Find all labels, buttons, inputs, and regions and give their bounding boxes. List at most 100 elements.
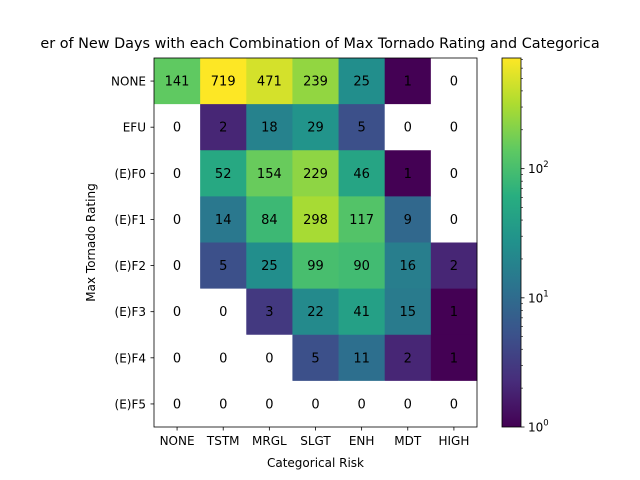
x-tick-label: MDT xyxy=(394,434,422,448)
x-tick-label: MRGL xyxy=(252,434,287,448)
heatmap-cell xyxy=(154,288,201,336)
heatmap-cell xyxy=(200,58,247,105)
cell-value-label: 14 xyxy=(215,213,232,228)
cell-value-label: 84 xyxy=(261,213,278,228)
cell-value-label: 22 xyxy=(307,305,324,320)
cell-value-label: 117 xyxy=(349,213,374,228)
heatmap-cell xyxy=(292,288,339,336)
heatmap-cell xyxy=(338,334,386,382)
cell-value-label: 0 xyxy=(173,397,181,412)
heatmap-cell xyxy=(154,58,201,105)
y-tick-label: (E)F1 xyxy=(115,213,146,227)
cell-value-label: 0 xyxy=(357,397,365,412)
x-tick-label: ENH xyxy=(349,434,375,448)
heatmap-cell xyxy=(338,58,386,105)
cell-value-label: 719 xyxy=(211,75,236,90)
y-tick-label: (E)F0 xyxy=(115,167,146,181)
heatmap-cell xyxy=(292,196,339,243)
heatmap-cell xyxy=(246,150,293,197)
heatmap-cell xyxy=(292,334,339,382)
heatmap-cell xyxy=(200,196,247,243)
heatmap-cells xyxy=(154,58,478,428)
heatmap-cell xyxy=(384,104,432,151)
heatmap-cell xyxy=(338,150,386,197)
heatmap-cell xyxy=(246,380,293,428)
cell-value-label: 0 xyxy=(173,121,181,136)
heatmap-cell xyxy=(338,288,386,336)
heatmap-cell xyxy=(384,334,432,382)
heatmap-cell xyxy=(430,150,478,197)
heatmap-cell xyxy=(200,380,247,428)
cell-value-label: 0 xyxy=(450,167,458,182)
y-tick-label: (E)F4 xyxy=(115,351,146,365)
heatmap-cell xyxy=(338,242,386,290)
cell-value-label: 229 xyxy=(303,167,328,182)
colorbar-tick-label: 102 xyxy=(528,160,549,176)
heatmap-cell xyxy=(154,242,201,290)
cell-value-label: 0 xyxy=(219,351,227,366)
cell-value-label: 154 xyxy=(257,167,282,182)
cell-value-label: 5 xyxy=(311,351,319,366)
cell-value-label: 0 xyxy=(173,305,181,320)
colorbar-ticks: 100 101 102 xyxy=(521,59,549,435)
y-tick-label: (E)F2 xyxy=(115,259,146,273)
cell-value-label: 46 xyxy=(353,167,370,182)
heatmap-cell xyxy=(384,288,432,336)
colorbar-tick-label: 100 xyxy=(528,419,549,435)
heatmap-cell xyxy=(338,380,386,428)
heatmap-cell xyxy=(154,334,201,382)
heatmap-cell xyxy=(384,242,432,290)
heatmap-cell xyxy=(200,242,247,290)
cell-value-label: 52 xyxy=(215,167,232,182)
cell-value-label: 99 xyxy=(307,259,324,274)
y-axis-label: Max Tornado Rating xyxy=(84,183,98,301)
cell-value-label: 0 xyxy=(404,397,412,412)
heatmap-cell xyxy=(292,242,339,290)
heatmap-cell xyxy=(430,380,478,428)
cell-value-label: 0 xyxy=(265,351,273,366)
heatmap-cell xyxy=(430,196,478,243)
cell-value-label: 3 xyxy=(265,305,273,320)
heatmap-cell xyxy=(384,58,432,105)
cell-value-label: 0 xyxy=(404,121,412,136)
cell-value-label: 2 xyxy=(450,259,458,274)
x-axis-label: Categorical Risk xyxy=(267,456,364,470)
cell-value-label: 16 xyxy=(399,259,416,274)
cell-value-label: 1 xyxy=(450,305,458,320)
x-tick-label: SLGT xyxy=(300,434,331,448)
heatmap-cell xyxy=(384,150,432,197)
cell-value-label: 0 xyxy=(219,397,227,412)
cell-value-label: 29 xyxy=(307,121,324,136)
heatmap-cell xyxy=(246,288,293,336)
heatmap-cell xyxy=(246,196,293,243)
cell-value-label: 471 xyxy=(257,75,282,90)
heatmap-cell xyxy=(430,288,478,336)
x-axis-ticks: NONE TSTM MRGL SLGT ENH MDT HIGH xyxy=(160,427,469,448)
cell-value-label: 0 xyxy=(173,259,181,274)
cell-value-label: 298 xyxy=(303,213,328,228)
cell-value-label: 5 xyxy=(357,121,365,136)
cell-value-label: 1 xyxy=(404,167,412,182)
cell-value-label: 11 xyxy=(353,351,370,366)
heatmap-cell xyxy=(200,334,247,382)
cell-value-label: 0 xyxy=(450,75,458,90)
cell-value-label: 141 xyxy=(165,75,190,90)
heatmap-cell xyxy=(200,150,247,197)
x-tick-label: HIGH xyxy=(438,434,469,448)
y-tick-label: EFU xyxy=(123,121,146,135)
cell-value-label: 18 xyxy=(261,121,278,136)
heatmap-cell xyxy=(430,58,478,105)
cell-value-label: 5 xyxy=(219,259,227,274)
heatmap-cell xyxy=(246,58,293,105)
x-tick-label: TSTM xyxy=(206,434,240,448)
cell-value-label: 2 xyxy=(404,351,412,366)
cell-value-label: 0 xyxy=(173,213,181,228)
heatmap-cell-labels: 141 719 471 239 2 5 1 0 0 2 18 29 5 0 0 0 52 154 229 46 1 0 0 1… xyxy=(165,75,458,413)
cell-value-label: 0 xyxy=(450,213,458,228)
cell-value-label: 239 xyxy=(303,75,328,90)
heatmap-cell xyxy=(200,288,247,336)
heatmap-cell xyxy=(338,104,386,151)
cell-value-label: 0 xyxy=(311,397,319,412)
cell-value-label: 0 xyxy=(173,167,181,182)
heatmap-cell xyxy=(246,334,293,382)
